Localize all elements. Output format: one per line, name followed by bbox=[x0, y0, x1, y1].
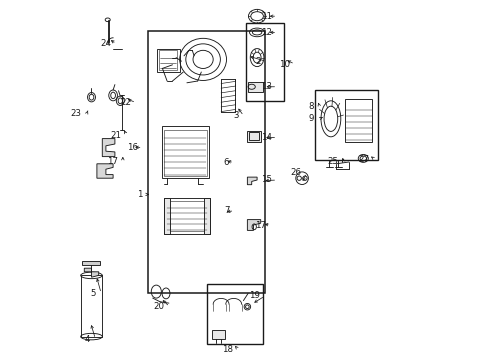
Bar bbox=[249, 132, 258, 140]
Text: 18: 18 bbox=[222, 345, 232, 354]
Bar bbox=[345, 99, 371, 142]
Polygon shape bbox=[247, 177, 257, 185]
Text: 2: 2 bbox=[255, 57, 260, 66]
Text: 5: 5 bbox=[90, 289, 96, 298]
Text: 26: 26 bbox=[290, 168, 301, 177]
Text: 16: 16 bbox=[126, 143, 137, 152]
Bar bbox=[206, 284, 262, 344]
Polygon shape bbox=[97, 164, 113, 178]
Text: 6: 6 bbox=[223, 158, 228, 167]
Text: 17: 17 bbox=[106, 157, 118, 166]
Text: 27: 27 bbox=[358, 154, 368, 163]
Text: 19: 19 bbox=[248, 292, 260, 300]
Text: 3: 3 bbox=[233, 111, 238, 120]
Bar bbox=[247, 82, 262, 92]
Text: 23: 23 bbox=[71, 109, 81, 118]
Bar bbox=[163, 198, 210, 234]
Bar bbox=[163, 130, 206, 176]
Text: 4: 4 bbox=[85, 335, 90, 343]
Bar bbox=[163, 198, 170, 234]
Polygon shape bbox=[82, 261, 101, 265]
Bar bbox=[204, 198, 210, 234]
Text: 13: 13 bbox=[261, 82, 272, 91]
Bar bbox=[162, 126, 208, 178]
Text: 12: 12 bbox=[261, 28, 272, 37]
Text: 10: 10 bbox=[278, 60, 289, 69]
Text: 25: 25 bbox=[327, 157, 338, 166]
Bar bbox=[81, 275, 102, 337]
Bar bbox=[314, 90, 377, 160]
Bar bbox=[247, 131, 261, 142]
Polygon shape bbox=[247, 220, 260, 230]
Bar bbox=[157, 49, 179, 72]
Text: 24: 24 bbox=[100, 40, 111, 49]
Polygon shape bbox=[102, 139, 115, 157]
Text: 15: 15 bbox=[261, 175, 272, 184]
Bar bbox=[148, 31, 264, 293]
Text: 11: 11 bbox=[261, 12, 272, 21]
Text: 7: 7 bbox=[224, 206, 229, 215]
Text: 1: 1 bbox=[137, 190, 142, 199]
Text: 14: 14 bbox=[261, 133, 272, 142]
Bar bbox=[159, 50, 177, 70]
Text: 17: 17 bbox=[254, 220, 265, 230]
Text: 22: 22 bbox=[120, 98, 131, 107]
Bar bbox=[246, 23, 284, 101]
Polygon shape bbox=[84, 268, 99, 277]
Text: 9: 9 bbox=[308, 114, 314, 123]
Text: 8: 8 bbox=[308, 102, 314, 111]
Bar bbox=[212, 330, 224, 339]
Bar bbox=[166, 201, 207, 231]
Text: 20: 20 bbox=[153, 302, 164, 311]
Text: 21: 21 bbox=[110, 130, 121, 139]
